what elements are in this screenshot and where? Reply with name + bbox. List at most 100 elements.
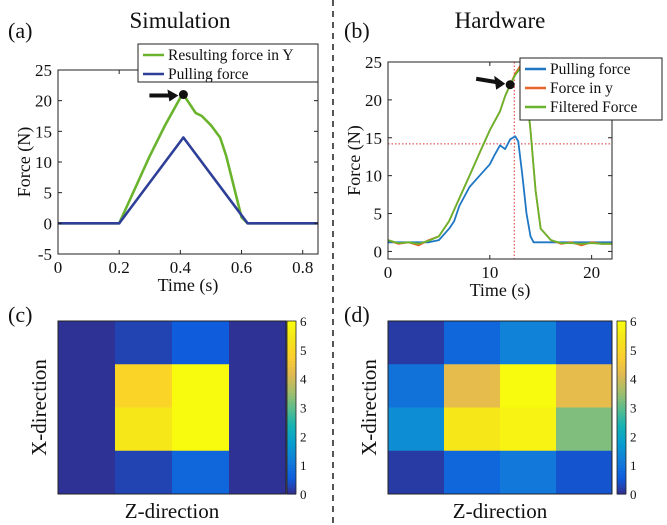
colorbar-segment bbox=[287, 413, 296, 417]
heatmap-frame bbox=[387, 320, 613, 495]
colorbar-segment bbox=[287, 450, 296, 455]
colorbar-segment bbox=[287, 407, 296, 411]
colorbar-tick-label: 3 bbox=[630, 401, 637, 416]
heatmap-cell bbox=[556, 450, 613, 495]
colorbar-segment bbox=[287, 439, 296, 443]
series-line-0 bbox=[388, 135, 612, 244]
panel-a-tag: (a) bbox=[8, 18, 32, 43]
x-axis-label: Time (s) bbox=[470, 280, 531, 301]
colorbar-segment bbox=[287, 491, 296, 495]
colorbar-segment bbox=[617, 393, 626, 397]
heatmap-cell bbox=[388, 450, 445, 495]
plot-area-box bbox=[57, 69, 319, 255]
panel-a-heading: Simulation bbox=[130, 8, 231, 33]
heatmap-cell bbox=[172, 450, 230, 495]
heatmap-cell bbox=[556, 321, 613, 365]
heatmap-cell bbox=[388, 321, 445, 365]
colorbar-tick-label: 1 bbox=[630, 458, 637, 473]
colorbar-segment bbox=[617, 427, 626, 432]
colorbar-tick-label: 1 bbox=[300, 458, 307, 473]
heatmap-cell bbox=[229, 364, 287, 408]
colorbar-segment bbox=[617, 476, 626, 481]
colorbar-segment bbox=[617, 364, 626, 368]
colorbar-segment bbox=[617, 341, 626, 345]
chart-d: 0 1 2 3 4 5 6 Z-direction X-direction bbox=[357, 314, 637, 523]
colorbar-segment bbox=[287, 387, 296, 391]
y-tick-label: 10 bbox=[365, 167, 382, 186]
colorbar-segment bbox=[287, 370, 296, 374]
colorbar-segment bbox=[617, 462, 626, 466]
arrow-head bbox=[167, 89, 179, 102]
colorbar-segment bbox=[617, 398, 626, 403]
legend-label: Pulling force bbox=[550, 61, 631, 78]
colorbar-segment bbox=[617, 404, 626, 409]
legend-label: Resulting force in Y bbox=[168, 47, 294, 64]
series-line-2 bbox=[387, 67, 612, 245]
colorbar-segment bbox=[287, 321, 296, 325]
legend-label: Force in y bbox=[550, 80, 613, 97]
colorbar-segment bbox=[287, 344, 296, 348]
heatmap-cell bbox=[500, 407, 557, 452]
x-tick-label: 0.6 bbox=[231, 258, 252, 277]
x-tick-label: 10 bbox=[481, 263, 498, 282]
heatmap-cell bbox=[500, 450, 557, 495]
colorbar-segment bbox=[617, 459, 626, 463]
heatmap-cell bbox=[115, 364, 173, 408]
colorbar-frame bbox=[616, 320, 627, 495]
colorbar-segment bbox=[617, 450, 626, 455]
colorbar-segment bbox=[617, 456, 626, 460]
colorbar-segment bbox=[287, 381, 296, 386]
chart-b: 0 10 20 0 5 10 15 20 25 Time (s) Force (N) Pulling … bbox=[344, 53, 663, 301]
heatmap-cell bbox=[172, 321, 230, 365]
colorbar-segment bbox=[617, 416, 626, 420]
colorbar-segment bbox=[617, 335, 626, 339]
colorbar-segment bbox=[617, 358, 626, 362]
colorbar-segment bbox=[617, 370, 626, 374]
heatmap-cell bbox=[58, 450, 116, 495]
colorbar-segment bbox=[617, 482, 626, 486]
x-tick-label: 0 bbox=[54, 258, 63, 277]
heatmap-cell bbox=[444, 364, 501, 408]
colorbar-segment bbox=[617, 329, 626, 334]
colorbar-segment bbox=[617, 491, 626, 495]
heatmap-cell bbox=[444, 321, 501, 365]
x-tick-label: 0.4 bbox=[170, 258, 192, 277]
x-axis-label: Z-direction bbox=[125, 499, 220, 523]
colorbar-segment bbox=[287, 447, 296, 452]
heatmap-cell bbox=[229, 450, 287, 495]
heatmap-cell bbox=[58, 321, 116, 365]
y-tick-label: 10 bbox=[35, 153, 52, 172]
colorbar-segment bbox=[617, 436, 626, 440]
heatmap-cell bbox=[58, 407, 116, 452]
colorbar-segment bbox=[617, 352, 626, 357]
colorbar-segment bbox=[287, 401, 296, 406]
colorbar-segment bbox=[287, 473, 296, 478]
colorbar-segment bbox=[287, 456, 296, 460]
colorbar-segment bbox=[287, 465, 296, 469]
y-tick-label: 15 bbox=[365, 129, 382, 148]
colorbar-tick-label: 6 bbox=[630, 314, 637, 329]
colorbar-tick-label: 5 bbox=[300, 343, 307, 358]
colorbar-segment bbox=[617, 485, 626, 489]
colorbar-segment bbox=[617, 444, 626, 449]
colorbar-segment bbox=[287, 462, 296, 466]
colorbar-segment bbox=[617, 390, 626, 394]
heatmap-cell bbox=[115, 407, 173, 452]
colorbar-segment bbox=[287, 430, 296, 435]
colorbar-tick-label: 2 bbox=[300, 429, 307, 444]
colorbar-segment bbox=[617, 453, 626, 458]
colorbar-segment bbox=[617, 470, 626, 475]
colorbar-segment bbox=[287, 349, 296, 354]
colorbar-segment bbox=[617, 401, 626, 406]
colorbar-segment bbox=[617, 387, 626, 391]
colorbar-segment bbox=[617, 344, 626, 348]
colorbar-segment bbox=[617, 355, 626, 360]
y-axis-label: X-direction bbox=[357, 359, 381, 456]
colorbar-segment bbox=[617, 326, 626, 331]
y-axis-label: Force (N) bbox=[344, 125, 365, 195]
colorbar-segment bbox=[617, 381, 626, 386]
colorbar-segment bbox=[287, 338, 296, 342]
colorbar-segment bbox=[617, 361, 626, 365]
colorbar-segment bbox=[287, 453, 296, 458]
